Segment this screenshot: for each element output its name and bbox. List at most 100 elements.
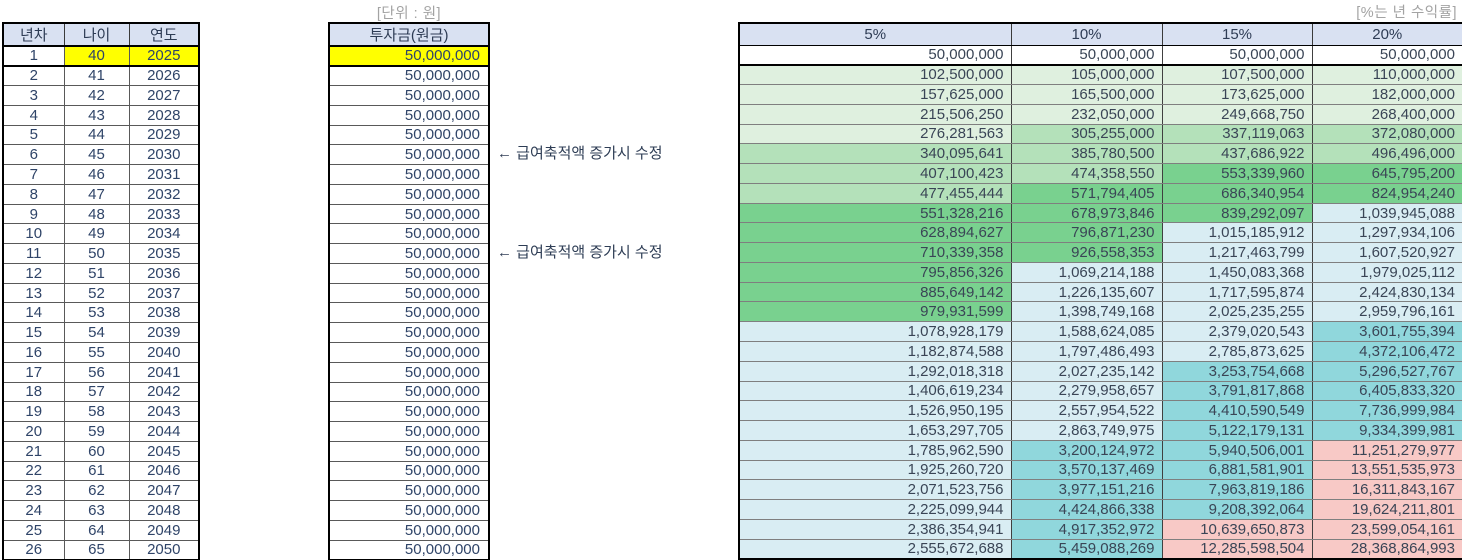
cell[interactable]: 2,424,830,134 — [1311, 281, 1462, 303]
cell[interactable]: 2034 — [128, 223, 200, 245]
cell[interactable]: 4,372,106,472 — [1311, 340, 1462, 362]
cell[interactable]: 55 — [63, 341, 130, 363]
cell[interactable]: 2,379,020,543 — [1161, 321, 1313, 342]
cell[interactable]: 50,000,000 — [328, 243, 490, 264]
cell[interactable]: 2,279,958,657 — [1010, 380, 1163, 402]
cell[interactable]: 50,000,000 — [328, 381, 490, 403]
cell[interactable]: 50,000,000 — [328, 164, 490, 185]
cell[interactable]: 50,000,000 — [328, 104, 490, 126]
cell[interactable]: 1,450,083,368 — [1161, 261, 1313, 283]
cell[interactable]: 3,791,817,868 — [1161, 380, 1313, 402]
cell[interactable]: 795,856,326 — [738, 261, 1012, 283]
cell[interactable]: 50,000,000 — [328, 421, 490, 442]
column-header[interactable]: 연도 — [128, 22, 200, 47]
cell[interactable]: 1 — [2, 45, 65, 67]
cell[interactable]: 48 — [63, 203, 130, 225]
cell[interactable]: 7,963,819,186 — [1161, 479, 1313, 501]
cell[interactable]: 50,000,000 — [328, 65, 490, 87]
cell[interactable]: 10 — [2, 223, 65, 245]
cell[interactable]: 19,624,211,801 — [1311, 499, 1462, 520]
cell[interactable]: 628,894,627 — [738, 222, 1012, 244]
column-header[interactable]: 15% — [1161, 22, 1313, 46]
cell[interactable]: 50,000,000 — [328, 440, 490, 462]
cell[interactable]: 268,400,000 — [1311, 103, 1462, 125]
cell[interactable]: 2042 — [128, 381, 200, 403]
cell[interactable]: 19 — [2, 401, 65, 423]
cell[interactable]: 2037 — [128, 282, 200, 304]
cell[interactable]: 50,000,000 — [328, 322, 490, 343]
cell[interactable]: 4,917,352,972 — [1010, 518, 1163, 540]
cell[interactable]: 477,455,444 — [738, 182, 1012, 204]
cell[interactable]: 50,000,000 — [328, 500, 490, 521]
cell[interactable]: 1,717,595,874 — [1161, 281, 1313, 303]
cell[interactable]: 3,601,755,394 — [1311, 321, 1462, 342]
cell[interactable]: 1,979,025,112 — [1311, 261, 1462, 283]
cell[interactable]: 839,292,097 — [1161, 202, 1313, 224]
cell[interactable]: 885,649,142 — [738, 281, 1012, 303]
cell[interactable]: 61 — [63, 460, 130, 482]
cell[interactable]: 2,557,954,522 — [1010, 400, 1163, 422]
cell[interactable]: 2032 — [128, 183, 200, 205]
cell[interactable]: 50,000,000 — [328, 183, 490, 205]
cell[interactable]: 2041 — [128, 361, 200, 383]
cell[interactable]: 4,424,866,338 — [1010, 499, 1163, 520]
cell[interactable]: 2049 — [128, 519, 200, 541]
cell[interactable]: 372,080,000 — [1311, 123, 1462, 145]
cell[interactable]: 64 — [63, 519, 130, 541]
cell[interactable]: 50 — [63, 243, 130, 264]
cell[interactable]: 20 — [2, 421, 65, 442]
cell[interactable]: 276,281,563 — [738, 123, 1012, 145]
cell[interactable]: 50,000,000 — [328, 282, 490, 304]
cell[interactable]: 9 — [2, 203, 65, 225]
cell[interactable]: 17 — [2, 361, 65, 383]
cell[interactable]: 1,653,297,705 — [738, 420, 1012, 441]
cell[interactable]: 50,000,000 — [328, 519, 490, 541]
cell[interactable]: 337,119,063 — [1161, 123, 1313, 145]
cell[interactable]: 5,296,527,767 — [1311, 360, 1462, 382]
cell[interactable]: 1,182,874,588 — [738, 340, 1012, 362]
cell[interactable]: 40 — [63, 45, 130, 67]
cell[interactable]: 2048 — [128, 500, 200, 521]
cell[interactable]: 215,506,250 — [738, 103, 1012, 125]
cell[interactable]: 46 — [63, 164, 130, 185]
cell[interactable]: 710,339,358 — [738, 242, 1012, 263]
cell[interactable]: 65 — [63, 539, 130, 560]
cell[interactable]: 23 — [2, 480, 65, 502]
cell[interactable]: 10,639,650,873 — [1161, 518, 1313, 540]
cell[interactable]: 2039 — [128, 322, 200, 343]
cell[interactable]: 1,785,962,590 — [738, 439, 1012, 461]
cell[interactable]: 51 — [63, 262, 130, 284]
cell[interactable]: 60 — [63, 440, 130, 462]
cell[interactable]: 3,570,137,469 — [1010, 459, 1163, 481]
cell[interactable]: 6,881,581,901 — [1161, 459, 1313, 481]
cell[interactable]: 7,736,999,984 — [1311, 400, 1462, 422]
cell[interactable]: 50,000,000 — [328, 302, 490, 324]
cell[interactable]: 23,599,054,161 — [1311, 518, 1462, 540]
cell[interactable]: 2029 — [128, 124, 200, 146]
cell[interactable]: 13 — [2, 282, 65, 304]
cell[interactable]: 796,871,230 — [1010, 222, 1163, 244]
cell[interactable]: 105,000,000 — [1010, 64, 1163, 86]
cell[interactable]: 1,292,018,318 — [738, 360, 1012, 382]
cell[interactable]: 62 — [63, 480, 130, 502]
cell[interactable]: 2,555,672,688 — [738, 538, 1012, 560]
cell[interactable]: 52 — [63, 282, 130, 304]
cell[interactable]: 50,000,000 — [328, 460, 490, 482]
cell[interactable]: 50,000,000 — [328, 144, 490, 166]
cell[interactable]: 13,551,535,973 — [1311, 459, 1462, 481]
cell[interactable]: 26 — [2, 539, 65, 560]
cell[interactable]: 1,588,624,085 — [1010, 321, 1163, 342]
cell[interactable]: 340,095,641 — [738, 143, 1012, 165]
cell[interactable]: 50,000,000 — [328, 361, 490, 383]
cell[interactable]: 14 — [2, 302, 65, 324]
cell[interactable]: 553,339,960 — [1161, 163, 1313, 184]
cell[interactable]: 50,000,000 — [328, 401, 490, 423]
cell[interactable]: 50,000,000 — [328, 124, 490, 146]
cell[interactable]: 173,625,000 — [1161, 84, 1313, 105]
cell[interactable]: 50,000,000 — [328, 341, 490, 363]
cell[interactable]: 11 — [2, 243, 65, 264]
cell[interactable]: 102,500,000 — [738, 64, 1012, 86]
cell[interactable]: 42 — [63, 85, 130, 106]
cell[interactable]: 5,122,179,131 — [1161, 420, 1313, 441]
cell[interactable]: 2,785,873,625 — [1161, 340, 1313, 362]
